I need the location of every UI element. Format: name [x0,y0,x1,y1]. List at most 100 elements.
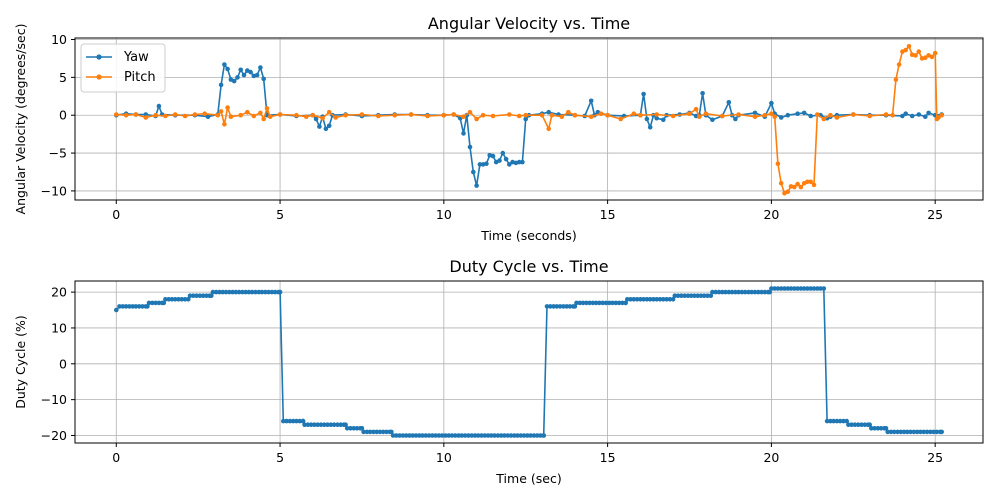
series-yaw-point [231,78,237,84]
series-pitch-point [867,113,872,119]
series-duty-cycle-point [538,433,543,438]
ticks: 0 5 10 15 20 25 −10 −5 0 5 10 [41,32,944,222]
series-duty-cycle-point [294,418,299,424]
series-duty-cycle-point [647,297,653,302]
series-duty-cycle-point [528,433,533,438]
series-duty-cycle-point [654,297,659,302]
series-pitch-point [805,179,810,185]
series-duty-cycle-point [146,300,152,306]
series-pitch-point [215,112,221,118]
y-tick-label: −10 [41,183,67,198]
series-duty-cycle-point [746,289,751,295]
series-duty-cycle-point [664,297,669,302]
series-duty-cycle-point [462,433,468,438]
series-duty-cycle-point [236,289,242,295]
series-duty-cycle-point [475,433,481,438]
legend-marker-yaw [96,54,102,60]
series-yaw-point [909,113,915,119]
series-pitch-point [251,113,257,119]
series-duty-cycle-point [308,422,314,428]
series-duty-cycle-point [172,297,178,302]
series-yaw-point [647,125,653,130]
series-pitch-point [192,112,198,117]
series-yaw-point [903,111,908,116]
series-duty-cycle-point [338,422,344,428]
series-pitch-point [228,114,234,119]
series-duty-cycle-point [354,426,360,431]
series-duty-cycle-point [921,429,926,435]
series-duty-cycle-point [834,418,840,424]
series-duty-cycle-point [554,304,560,309]
series-duty-cycle-point [312,422,317,428]
series-duty-cycle-point [479,433,484,438]
series-pitch-point [693,106,699,112]
series-duty-cycle-point [752,289,758,295]
series-duty-cycle-point [420,433,425,438]
series-duty-cycle-point [597,300,602,306]
series-duty-cycle-point [675,293,681,299]
series-pitch-point [654,112,659,117]
series-duty-cycle-point [485,433,491,438]
series-pitch-point [923,55,928,60]
series-pitch-point [451,112,457,117]
series-duty-cycle-point [512,433,517,438]
series-pitch-point [238,112,243,118]
series-pitch-point [736,112,741,117]
series-duty-cycle-point [661,297,666,302]
series-duty-cycle-point [782,286,787,291]
series-duty-cycle-point [505,433,511,438]
series-yaw-point [317,124,322,129]
series-pitch-point [333,115,339,120]
series-pitch-point [408,112,414,117]
series-duty-cycle-point [359,426,365,431]
series-duty-cycle-point [446,433,452,438]
series-yaw-point [218,82,224,88]
series-duty-cycle-point [756,289,761,295]
ticks: 0 5 10 15 20 25 −20 −10 0 10 20 [41,285,944,465]
series-duty-cycle-point [625,297,630,302]
series-yaw-point [467,144,473,150]
series-duty-cycle-point [634,297,640,302]
series-pitch-point [939,112,944,118]
series-pitch-point [618,116,623,122]
duty-cycle-chart: Duty Cycle vs. Time 0 5 10 15 20 25 −20 −10 0 10 2… [13,257,984,486]
series-duty-cycle-point [733,289,738,295]
series-pitch-point [261,116,267,122]
series-pitch-point [883,112,889,117]
series-duty-cycle-point [739,289,745,295]
series-pitch-point [703,111,709,116]
series-yaw-point [923,114,928,119]
series-duty-cycle-point [269,289,275,295]
series-duty-cycle-point [156,300,162,306]
series-pitch-point [772,114,777,119]
series-pitch-point [549,112,555,118]
series-duty-cycle-point [600,300,605,306]
series-duty-cycle-point [290,418,296,424]
series-duty-cycle-point [367,429,373,435]
series-pitch-point [225,105,230,110]
series-duty-cycle-point [272,289,278,295]
series-duty-cycle-point [217,289,222,295]
y-tick-label: 5 [59,70,67,85]
series-duty-cycle-point [846,422,851,428]
series-pitch-point [559,114,565,119]
series-duty-cycle-point [371,429,376,435]
series-duty-cycle-point [623,300,628,306]
series-duty-cycle-point [190,293,196,299]
series-yaw-point [644,116,650,122]
series-yaw-point [477,162,483,167]
series-duty-cycle-point [344,426,350,431]
x-tick-label: 20 [763,207,779,222]
series-yaw-point [785,112,791,118]
y-axis-label: Angular Velocity (degrees/sec) [13,24,28,215]
series-duty-cycle-point [436,433,442,438]
y-tick-label: 0 [59,356,67,371]
y-tick-label: −10 [41,392,67,407]
series-duty-cycle-point [795,286,800,291]
series-duty-cycle-point [548,304,553,309]
angular-velocity-chart: Angular Velocity vs. Time 0 5 10 15 20 25 −10 −… [13,14,984,243]
series-pitch-point [441,112,447,118]
series-duty-cycle-point [895,429,900,435]
series-duty-cycle-point [315,422,321,428]
